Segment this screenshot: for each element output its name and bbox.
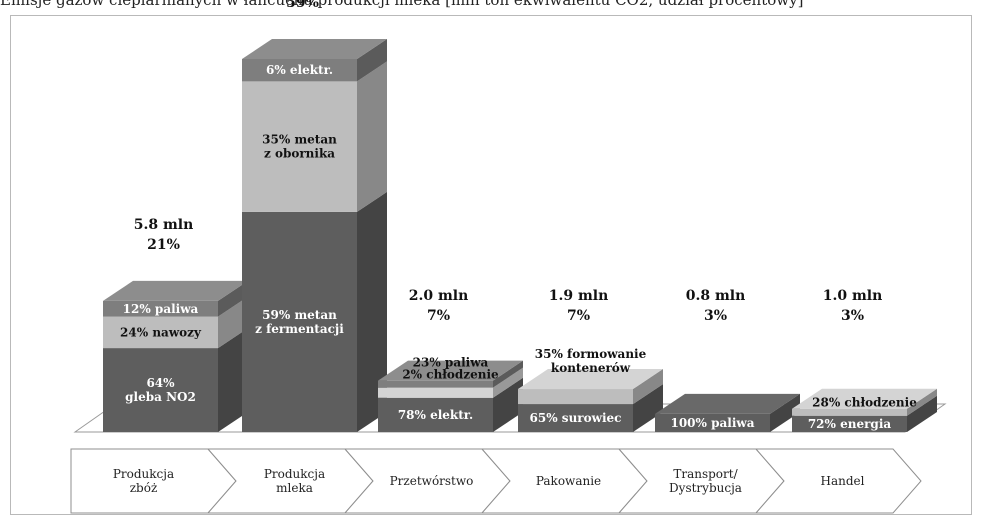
bar-produkcja-zboz: 64% gleba NO2 24% nawozy 12% paliwa: [103, 280, 248, 432]
total-share-label: 3%: [841, 308, 864, 324]
segment-12-paliwa: [103, 300, 218, 317]
category-label-produkcja-mleka: Produkcja mleka: [264, 467, 325, 495]
segment-2-ch-odzenie-side: [493, 360, 523, 388]
segment-23-paliwa: [378, 387, 493, 398]
segment-28-ch-odzenie: [792, 408, 907, 416]
segment-label: 64% gleba NO2: [125, 376, 196, 404]
segment-35-formowanie-kontenerow: [518, 389, 633, 405]
segment-24-nawozy: [103, 316, 218, 349]
total-value-label: 2.0 mln: [409, 288, 469, 304]
total-value-label: 0.8 mln: [686, 288, 746, 304]
total-share-label: 59%: [286, 0, 319, 11]
total-value-label: 1.9 mln: [549, 288, 609, 304]
segment-65-surowiec-side: [633, 384, 663, 432]
segment-label: 24% nawozy: [120, 325, 202, 339]
bar-top-face: [518, 369, 663, 390]
segment-6-elektr-side: [357, 39, 387, 82]
segment-65-surowiec: [518, 404, 633, 432]
chart-caption: Emisje gazów cieplarnianych w łańcuchu p…: [0, 0, 804, 9]
total-share-label: 7%: [427, 308, 450, 324]
segment-78-elektr: [378, 397, 493, 432]
segment-100-paliwa-side: [770, 393, 800, 432]
segment-24-nawozy-side: [218, 296, 248, 349]
stage-chevron-handel: [754, 448, 922, 514]
bar-transport-dystrybucja: 100% paliwa: [655, 393, 800, 432]
segment-59-metan-z-fermentacji-side: [357, 191, 387, 432]
category-label-handel: Handel: [821, 474, 865, 488]
segment-label: 28% chłodzenie: [812, 396, 917, 410]
total-value-label: 5.8 mln: [134, 217, 194, 233]
segment-label: 100% paliwa: [670, 416, 754, 430]
bar-top-face: [378, 360, 523, 381]
segment-label: 78% elektr.: [398, 408, 473, 422]
total-share-label: 7%: [567, 308, 590, 324]
segment-label: 35% metan z obornika: [262, 133, 337, 161]
segment-59-metan-z-fermentacji: [242, 211, 357, 432]
chart-frame: [10, 15, 972, 515]
bar-handel: 72% energia 28% chłodzenie: [792, 388, 937, 432]
segment-label: 35% formowanie kontenerów: [535, 347, 647, 375]
segment-2-ch-odzenie: [378, 380, 493, 388]
segment-label: 59% metan z fermentacji: [255, 308, 344, 336]
total-share-label: 21%: [147, 237, 180, 253]
total-value-label: 1.0 mln: [823, 288, 883, 304]
segment-78-elektr-side: [493, 377, 523, 432]
segment-label: 72% energia: [808, 417, 892, 431]
segment-label: 12% paliwa: [123, 302, 199, 316]
bar-top-face: [242, 39, 387, 59]
category-label-transport-dystrybucja: Transport/Dystrybucja: [669, 467, 742, 495]
segment-12-paliwa-side: [218, 280, 248, 317]
segment-64-gleba-no2: [103, 348, 218, 432]
bar-produkcja-mleka: 59% metan z fermentacji 35% metan z obornik…: [242, 39, 387, 432]
segment-23-paliwa-side: [493, 367, 523, 398]
segment-35-formowanie-kontenerow-side: [633, 369, 663, 405]
segment-64-gleba-no2-side: [218, 328, 248, 432]
segment-6-elektr: [242, 59, 357, 82]
bar-top-face: [655, 393, 800, 414]
segment-label: 65% surowiec: [530, 411, 622, 425]
segment-72-energia: [792, 415, 907, 432]
segment-label: 2% chłodzenie: [402, 368, 499, 382]
segment-35-metan-z-obornika: [242, 81, 357, 212]
category-label-przetworstwo: Przetwórstwo: [390, 474, 474, 488]
total-share-label: 3%: [704, 308, 727, 324]
segment-label: 6% elektr.: [266, 63, 333, 77]
segment-72-energia-side: [907, 395, 937, 432]
segment-28-ch-odzenie-side: [907, 388, 937, 416]
category-label-produkcja-zboz: Produkcja zbóż: [113, 467, 174, 495]
segment-100-paliwa: [655, 413, 770, 432]
bar-pakowanie: 65% surowiec 35% formowanie kontenerów: [518, 347, 663, 432]
bar-top-face: [792, 388, 937, 409]
category-label-pakowanie: Pakowanie: [536, 474, 601, 488]
segment-label: 23% paliwa: [413, 356, 489, 370]
bar-top-face: [103, 280, 248, 301]
segment-35-metan-z-obornika-side: [357, 61, 387, 212]
